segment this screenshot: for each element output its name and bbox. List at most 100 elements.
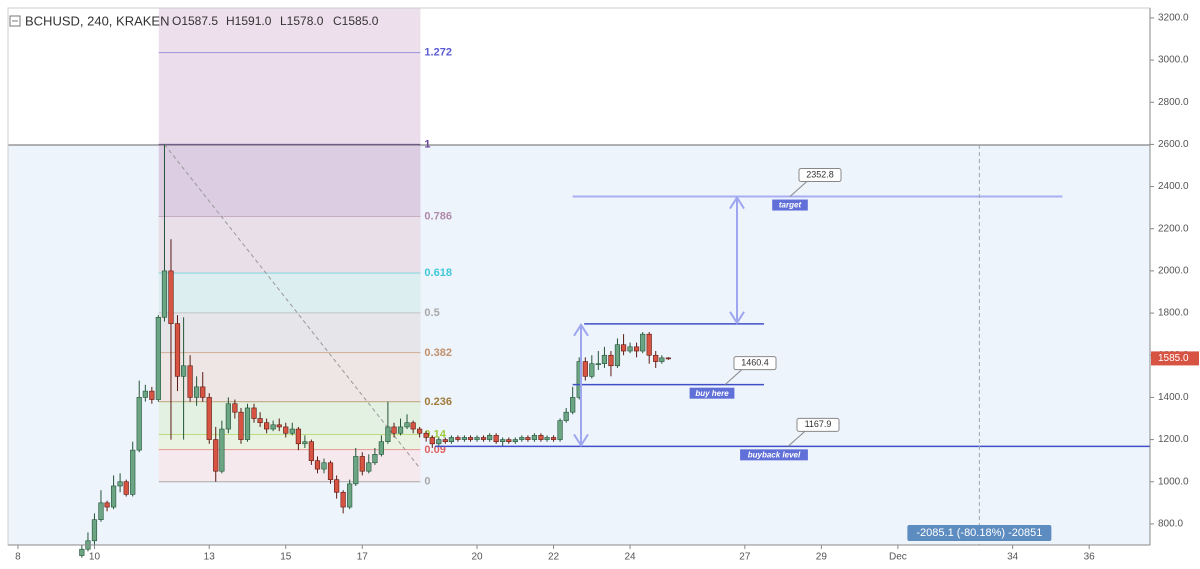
candle-body (563, 411, 569, 421)
arrow-head (573, 322, 589, 337)
candle-body (110, 485, 117, 508)
candle-body (544, 437, 550, 440)
y-tick-label: 1000.0 (1158, 476, 1189, 487)
price-box-label: 1167.9 (805, 419, 832, 429)
candle-body (334, 479, 340, 493)
price-callout (724, 368, 744, 386)
price-box (798, 168, 842, 183)
candle-body (200, 386, 206, 398)
price-callout (787, 429, 807, 447)
y-tick-label: 2200.0 (1158, 223, 1189, 234)
candle-body (181, 365, 187, 377)
candle-body (232, 403, 238, 413)
x-tick-label: 36 (1084, 552, 1096, 563)
candle-body (353, 456, 359, 485)
candle-body (295, 428, 301, 445)
y-tick-label: 2600.0 (1158, 139, 1189, 150)
fib-band (158, 313, 421, 353)
candle-body (289, 428, 295, 434)
candle-body (340, 491, 346, 508)
candle-body (480, 437, 487, 440)
fib-band (158, 8, 421, 53)
candle-body (461, 437, 468, 440)
candle-body (219, 428, 225, 472)
candle-body (161, 270, 168, 318)
candle-body (614, 344, 621, 367)
candle-body (136, 397, 142, 451)
candle-body (550, 437, 557, 440)
candle-body (378, 441, 384, 455)
candle-body (627, 346, 633, 352)
x-tick-label: 29 (816, 552, 828, 563)
y-tick-label: 2800.0 (1158, 97, 1189, 108)
candle-body (347, 483, 353, 508)
price-box (796, 417, 840, 432)
candle-body (487, 435, 493, 440)
candle-body (397, 426, 404, 434)
candle-body (174, 323, 181, 377)
candle-body (238, 411, 244, 440)
candle-body (327, 462, 334, 480)
candle-body (149, 390, 155, 400)
candle-body (506, 439, 512, 442)
note-box (772, 199, 808, 211)
candle-body (244, 407, 251, 440)
candle-body (589, 363, 595, 377)
fib-level-label: 0 (424, 476, 430, 488)
note-box (740, 449, 808, 461)
candle-body (366, 462, 372, 472)
candle-body (423, 432, 429, 438)
candle-body (206, 397, 212, 440)
candle-body (276, 424, 282, 428)
candle-body (653, 354, 659, 362)
fib-level-label: 0.5 (424, 307, 439, 319)
ohlc-close: C1585.0 (333, 14, 379, 28)
fib-band (158, 273, 421, 314)
x-tick-label: 10 (89, 552, 101, 563)
candle-body (225, 403, 231, 430)
candle-body (213, 439, 219, 472)
x-tick-label: 22 (548, 552, 560, 563)
fib-level-label: 0.786 (424, 210, 452, 222)
candle-body (512, 439, 518, 442)
note-label: buyback level (748, 450, 801, 459)
x-tick-label: 15 (280, 552, 292, 563)
measure-label: -2085.1 (-80.18%) -20851 (916, 527, 1042, 539)
candle-body (155, 316, 161, 400)
y-tick-label: 1800.0 (1158, 308, 1189, 319)
y-tick-label: 800.0 (1158, 519, 1183, 530)
note-label: buy here (695, 389, 729, 398)
measure-box (907, 525, 1052, 541)
price-box-label: 1460.4 (741, 358, 769, 368)
candle-body (270, 424, 276, 430)
candle-body (429, 437, 435, 445)
candle-body (123, 481, 129, 495)
plot: 2352.8 target 1460.4 buy here 1167.9 buyback … (79, 144, 1150, 558)
candle-body (448, 437, 455, 442)
candle-body (359, 456, 365, 472)
x-tick-label: 24 (625, 552, 637, 563)
fib-band (158, 144, 421, 217)
fib-level-label: 0.618 (424, 267, 452, 279)
candle-body (104, 502, 110, 508)
fib-level-label: 0.382 (424, 347, 452, 359)
candle-body (251, 407, 257, 419)
last-price-tag (1151, 351, 1199, 366)
candle-body (442, 439, 448, 442)
candle-body (314, 460, 321, 470)
note-label: target (779, 201, 802, 210)
candle-body (659, 357, 665, 362)
candle-body (194, 386, 200, 398)
y-tick-label: 1200.0 (1158, 434, 1189, 445)
candle-body (417, 428, 423, 434)
candle-body (595, 363, 601, 365)
candle-body (79, 548, 85, 556)
candle-body (493, 435, 499, 442)
price-box (733, 356, 777, 371)
y-tick-label: 2000.0 (1158, 266, 1189, 277)
note-box (689, 387, 735, 399)
candle-body (168, 270, 174, 324)
symbol: BCHUSD, 240, KRAKEN (25, 13, 170, 28)
